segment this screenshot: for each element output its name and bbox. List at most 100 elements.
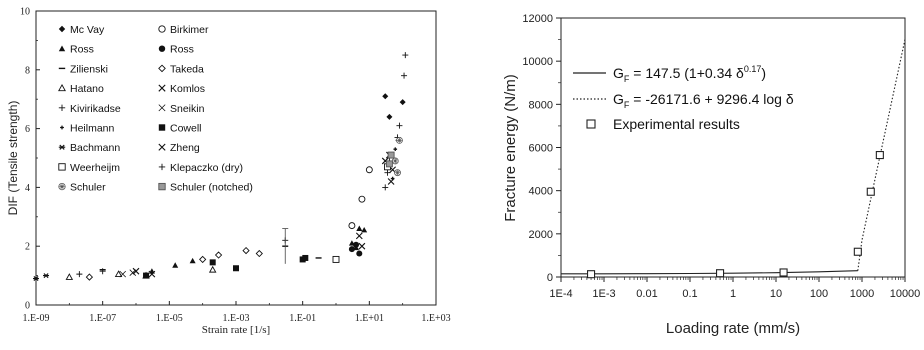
left-y-axis-label: DIF (Tensile strength)	[6, 101, 20, 216]
data-point-17	[387, 151, 395, 159]
right-x-tick-label: 1	[730, 288, 736, 300]
legend-entry-label: Heilmann	[70, 123, 115, 135]
data-point-3	[353, 241, 360, 248]
legend-marker-8	[58, 104, 66, 111]
left-y-tick-label: 8	[25, 65, 30, 76]
right-x-tick-label: 0.01	[636, 288, 657, 300]
left-y-tick-label: 10	[20, 7, 30, 18]
data-point-16	[394, 169, 401, 177]
legend-marker-2	[58, 45, 66, 52]
data-point-5	[214, 251, 223, 259]
right-data-points	[587, 151, 884, 279]
right-x-tick-label: 100	[810, 288, 828, 300]
data-point-11	[143, 272, 150, 279]
legend-entry-label: Mc Vay	[70, 24, 105, 36]
left-x-axis-ticks: 1.E-09 1.E-07 1.E-05 1.E-03 1.E-01 1.E+01 1.E+…	[23, 301, 451, 324]
right-x-tick-label: 10	[770, 288, 782, 300]
legend-square-marker	[586, 119, 596, 129]
data-point-6	[65, 273, 74, 280]
legend-solid-label: GF = 147.5 (1+0.34 δ0.17)	[613, 64, 766, 84]
data-point-7	[132, 267, 140, 275]
right-plot-frame	[560, 17, 906, 278]
experimental-point	[866, 187, 875, 196]
experimental-point	[853, 247, 862, 256]
data-point-2	[189, 257, 196, 264]
right-x-axis-ticks: 1E-4 1E-3 0.01 0.1 1 10 100 1000 10000	[549, 277, 920, 300]
legend-entry-label: Zilienski	[70, 63, 108, 75]
right-x-tick-label: 1E-4	[549, 288, 572, 300]
legend-entry-label: Ross	[70, 44, 94, 56]
data-point-5	[242, 246, 250, 255]
data-point-2	[356, 225, 363, 231]
left-y-tick-label: 0	[25, 301, 30, 312]
data-point-14	[332, 255, 340, 263]
legend-marker-13	[158, 143, 166, 151]
legend-marker-14	[58, 163, 66, 171]
experimental-point	[779, 268, 788, 277]
data-point-11	[233, 265, 239, 272]
legend-marker-12	[58, 144, 66, 150]
legend-marker-label: Experimental results	[613, 116, 740, 132]
legend-entry-label: Ross	[170, 44, 194, 56]
legend-entry-label: Schuler (notched)	[170, 182, 253, 194]
left-x-tick-label: 1.E-03	[223, 313, 250, 324]
left-y-tick-label: 2	[25, 242, 30, 253]
data-point-6	[208, 265, 217, 273]
data-point-1	[365, 166, 373, 174]
left-x-tick-label: 1.E+03	[421, 313, 450, 324]
right-y-tick-label: 8000	[529, 99, 553, 111]
data-point-13	[387, 178, 395, 185]
right-y-axis-ticks: 0 2000 4000 6000 8000 10000 12000	[522, 13, 561, 284]
data-point-16	[396, 136, 403, 144]
right-y-tick-label: 10000	[522, 56, 553, 68]
right-x-tick-label: 1E-3	[592, 288, 615, 300]
right-x-tick-label: 10000	[890, 288, 921, 300]
data-point-15	[396, 122, 403, 129]
data-point-0	[399, 99, 406, 106]
legend-marker-6	[58, 83, 66, 92]
legend-marker-11	[158, 124, 166, 131]
data-point-6	[114, 270, 123, 277]
data-point-3	[356, 250, 363, 257]
fracture-energy-chart: 1E-4 1E-3 0.01 0.1 1 10 100 1000 10000 0 2000 4000…	[502, 13, 920, 337]
left-x-tick-label: 1.E-09	[23, 313, 50, 324]
data-point-17	[385, 160, 393, 168]
legend-entry-label: Birkimer	[170, 24, 209, 36]
legend-entry-label: Sneikin	[170, 103, 205, 115]
data-point-15	[402, 52, 409, 59]
legend-entry-label: Kivirikadse	[70, 103, 121, 115]
data-point-9	[129, 269, 137, 276]
right-y-tick-label: 12000	[522, 13, 553, 25]
legend-marker-9	[158, 104, 166, 112]
legend-entry-label: Cowell	[170, 123, 202, 135]
series-line-0	[561, 270, 858, 275]
left-data-points	[33, 52, 409, 282]
left-legend: Mc Vay Birkimer Ross Ross Zilienski Takeda Hat…	[58, 24, 253, 194]
data-point-0	[386, 113, 393, 120]
data-point-8	[76, 271, 83, 278]
right-y-tick-label: 4000	[529, 186, 553, 198]
data-point-1	[348, 222, 356, 230]
legend-entry-label: Komlos	[170, 83, 205, 95]
legend-entry-label: Zheng	[170, 142, 200, 154]
legend-marker-17	[158, 182, 166, 191]
left-y-tick-label: 6	[25, 124, 30, 135]
left-x-axis-label: Strain rate [1/s]	[202, 324, 270, 336]
legend-marker-10	[60, 125, 64, 130]
data-point-11	[209, 259, 216, 266]
left-x-tick-label: 1.E-01	[289, 313, 316, 324]
legend-marker-0	[58, 25, 66, 33]
legend-entry-label: Takeda	[170, 63, 204, 75]
legend-marker-15	[158, 163, 166, 171]
right-y-tick-label: 0	[547, 272, 553, 284]
experimental-point	[875, 151, 884, 160]
legend-dotted-label: GF = -26171.6 + 9296.4 log δ	[613, 91, 794, 110]
right-x-tick-label: 0.1	[682, 288, 697, 300]
experimental-point	[587, 270, 596, 279]
left-x-tick-label: 1.E-05	[156, 313, 183, 324]
right-x-tick-label: 1000	[850, 288, 874, 300]
data-point-12	[33, 276, 39, 282]
experimental-point	[716, 269, 725, 278]
legend-entry-label: Schuler	[70, 182, 106, 194]
